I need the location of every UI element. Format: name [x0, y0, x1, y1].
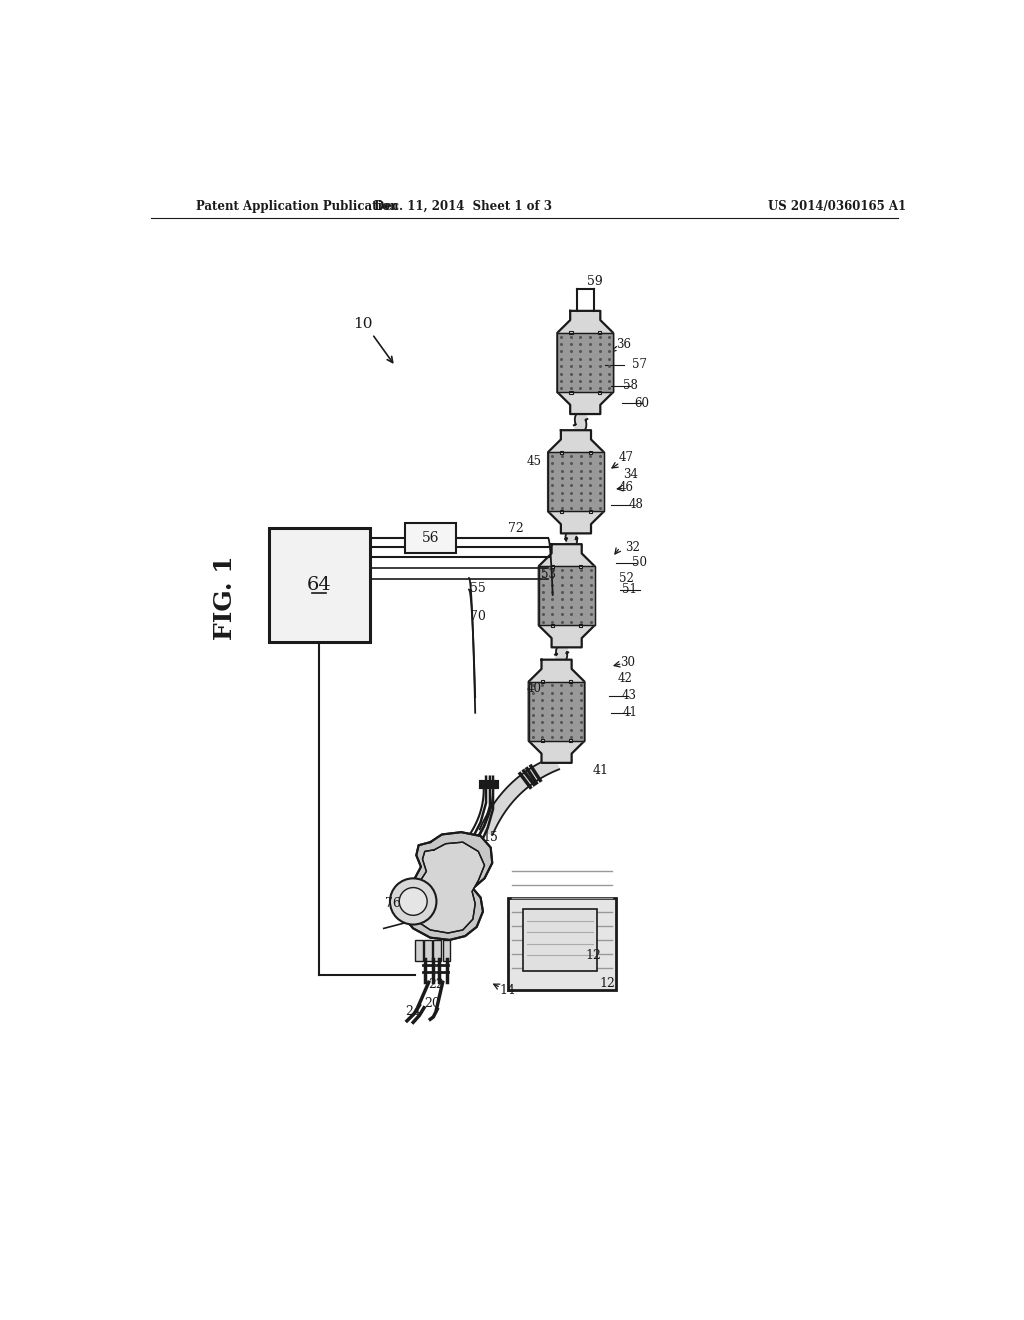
Text: 53: 53 — [542, 568, 556, 581]
Text: 20: 20 — [425, 998, 440, 1010]
Bar — [569, 680, 572, 684]
Text: 70: 70 — [470, 610, 486, 623]
Text: 64: 64 — [307, 576, 332, 594]
Text: 43: 43 — [622, 689, 636, 702]
Polygon shape — [528, 681, 585, 741]
Text: 41: 41 — [593, 764, 608, 777]
Text: 50: 50 — [632, 556, 647, 569]
FancyBboxPatch shape — [269, 528, 370, 642]
Bar — [551, 565, 554, 568]
Polygon shape — [479, 756, 559, 836]
Polygon shape — [410, 842, 484, 933]
Bar — [560, 450, 563, 454]
Text: 52: 52 — [618, 572, 634, 585]
Text: 76: 76 — [385, 898, 401, 911]
Bar — [569, 391, 572, 393]
Text: 56: 56 — [422, 531, 439, 545]
Text: 15: 15 — [482, 832, 499, 843]
Bar — [589, 510, 592, 513]
Bar — [560, 510, 563, 513]
Bar — [598, 391, 601, 393]
Polygon shape — [442, 940, 451, 961]
Text: Patent Application Publication: Patent Application Publication — [197, 199, 398, 213]
Text: 14: 14 — [500, 983, 516, 997]
FancyBboxPatch shape — [406, 523, 456, 553]
Bar — [580, 565, 583, 568]
Bar — [580, 624, 583, 627]
Text: 47: 47 — [618, 450, 634, 463]
Bar — [551, 624, 554, 627]
Text: 58: 58 — [623, 379, 638, 392]
Text: 12: 12 — [599, 977, 614, 990]
Text: 30: 30 — [621, 656, 635, 669]
Polygon shape — [555, 643, 568, 665]
Polygon shape — [557, 312, 613, 414]
Text: 46: 46 — [618, 482, 634, 495]
Polygon shape — [539, 566, 595, 626]
Polygon shape — [424, 940, 432, 961]
Polygon shape — [433, 940, 441, 961]
Text: 48: 48 — [628, 499, 643, 511]
Polygon shape — [565, 528, 578, 549]
Polygon shape — [415, 940, 423, 961]
Text: 51: 51 — [622, 583, 637, 597]
Text: 22: 22 — [429, 978, 444, 991]
Polygon shape — [548, 453, 604, 511]
Text: 24: 24 — [406, 1005, 421, 1018]
Text: 59: 59 — [587, 275, 602, 288]
Text: 41: 41 — [623, 706, 638, 719]
Text: 12: 12 — [585, 949, 601, 962]
Circle shape — [399, 887, 427, 915]
Text: 60: 60 — [634, 397, 649, 409]
Polygon shape — [400, 832, 493, 940]
Text: 45: 45 — [526, 454, 542, 467]
FancyBboxPatch shape — [508, 898, 616, 990]
Bar — [589, 450, 592, 454]
Text: 55: 55 — [470, 582, 485, 594]
Bar — [598, 331, 601, 334]
Bar — [541, 680, 544, 684]
Text: 57: 57 — [632, 358, 647, 371]
Polygon shape — [528, 660, 585, 763]
FancyBboxPatch shape — [523, 909, 597, 970]
Text: FIG. 1: FIG. 1 — [213, 554, 238, 640]
Polygon shape — [557, 333, 613, 392]
Text: 10: 10 — [353, 317, 373, 331]
Polygon shape — [548, 430, 604, 533]
Text: Dec. 11, 2014  Sheet 1 of 3: Dec. 11, 2014 Sheet 1 of 3 — [374, 199, 552, 213]
Bar — [569, 739, 572, 742]
Text: 40: 40 — [526, 681, 542, 694]
Circle shape — [390, 878, 436, 924]
Polygon shape — [539, 544, 595, 647]
Text: 36: 36 — [616, 338, 632, 351]
Text: 34: 34 — [623, 467, 638, 480]
Text: 42: 42 — [617, 672, 632, 685]
Text: 72: 72 — [508, 521, 523, 535]
Polygon shape — [573, 409, 588, 436]
Text: US 2014/0360165 A1: US 2014/0360165 A1 — [768, 199, 906, 213]
Text: 32: 32 — [625, 541, 640, 554]
Bar — [569, 331, 572, 334]
Bar — [541, 739, 544, 742]
